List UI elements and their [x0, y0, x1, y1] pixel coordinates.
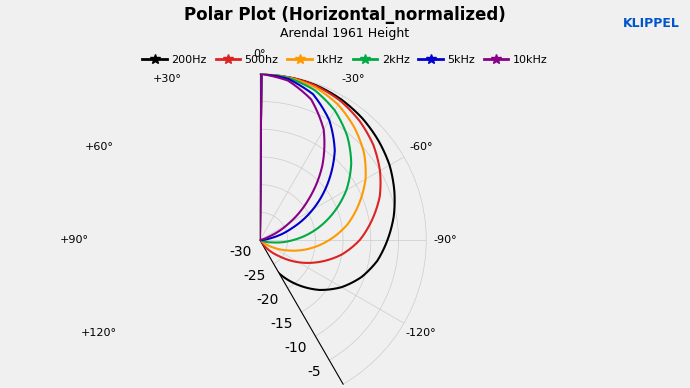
Legend: 200Hz, 500hz, 1kHz, 2kHz, 5kHz, 10kHz: 200Hz, 500hz, 1kHz, 2kHz, 5kHz, 10kHz — [138, 50, 552, 69]
Text: Arendal 1961 Height: Arendal 1961 Height — [280, 27, 410, 40]
Text: Polar Plot (Horizontal_normalized): Polar Plot (Horizontal_normalized) — [184, 6, 506, 24]
Text: KLIPPEL: KLIPPEL — [623, 17, 680, 31]
